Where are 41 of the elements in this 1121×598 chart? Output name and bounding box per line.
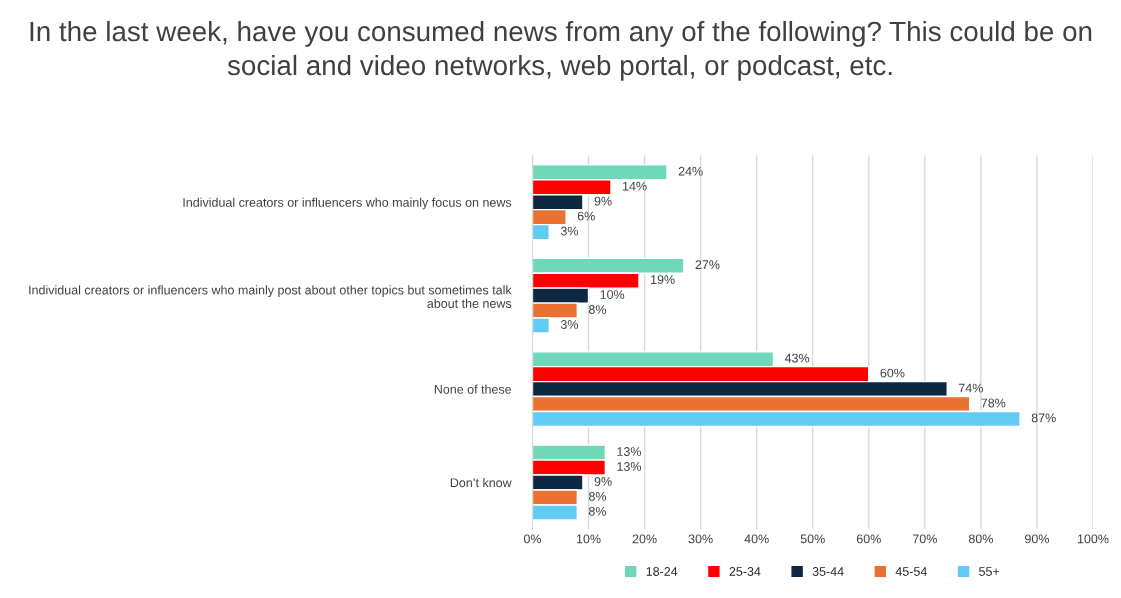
x-tick-label: 10% [576,534,601,544]
data-label: 9% [594,477,612,486]
x-tick-label: 90% [1025,534,1049,544]
y-tick-label: Individual creators or influencers who mainly post about other topics but sometimes talk about the news [29,285,512,308]
legend-label: 55+ [979,567,1000,576]
data-label: 6% [577,211,595,221]
y-tick-label: None of these [434,384,512,394]
legend-label: 45-54 [895,567,927,576]
y-tick-label: Don’t know [450,477,512,488]
data-label: 43% [784,353,810,363]
data-label: 24% [678,166,703,176]
data-label: 3% [560,320,579,329]
x-tick-label: 30% [688,534,713,544]
y-tick-label: Individual creators or influencers who mainly focus on news [183,197,512,210]
x-tick-label: 0% [523,534,542,544]
data-label: 60% [880,368,905,378]
x-tick-label: 70% [912,534,937,544]
data-label: 78% [981,398,1006,408]
data-label: 9% [594,196,612,206]
data-label: 19% [651,275,675,285]
x-tick-label: 40% [744,534,769,544]
data-label: 10% [600,290,625,299]
data-label: 3% [560,226,579,236]
data-label: 87% [1031,413,1056,423]
chart-title: In the last week, have you consumed news from any of the following? This could be on social and video networks, web portal, or podcast, etc. [30,20,1092,81]
legend-label: 18-24 [646,567,678,576]
data-label: 13% [617,447,642,456]
data-label: 74% [959,383,983,393]
x-tick-label: 80% [968,534,993,544]
data-label: 8% [588,491,607,501]
x-tick-label: 100% [1077,534,1109,544]
x-tick-label: 20% [632,534,657,544]
data-label: 8% [588,506,607,516]
legend-label: 25-34 [729,567,761,576]
data-label: 14% [623,181,647,191]
x-tick-label: 50% [800,534,825,544]
data-label: 8% [588,305,607,314]
data-label: 13% [617,462,642,471]
legend-label: 35-44 [812,567,844,576]
data-label: 27% [695,260,720,270]
x-tick-label: 60% [856,534,881,544]
